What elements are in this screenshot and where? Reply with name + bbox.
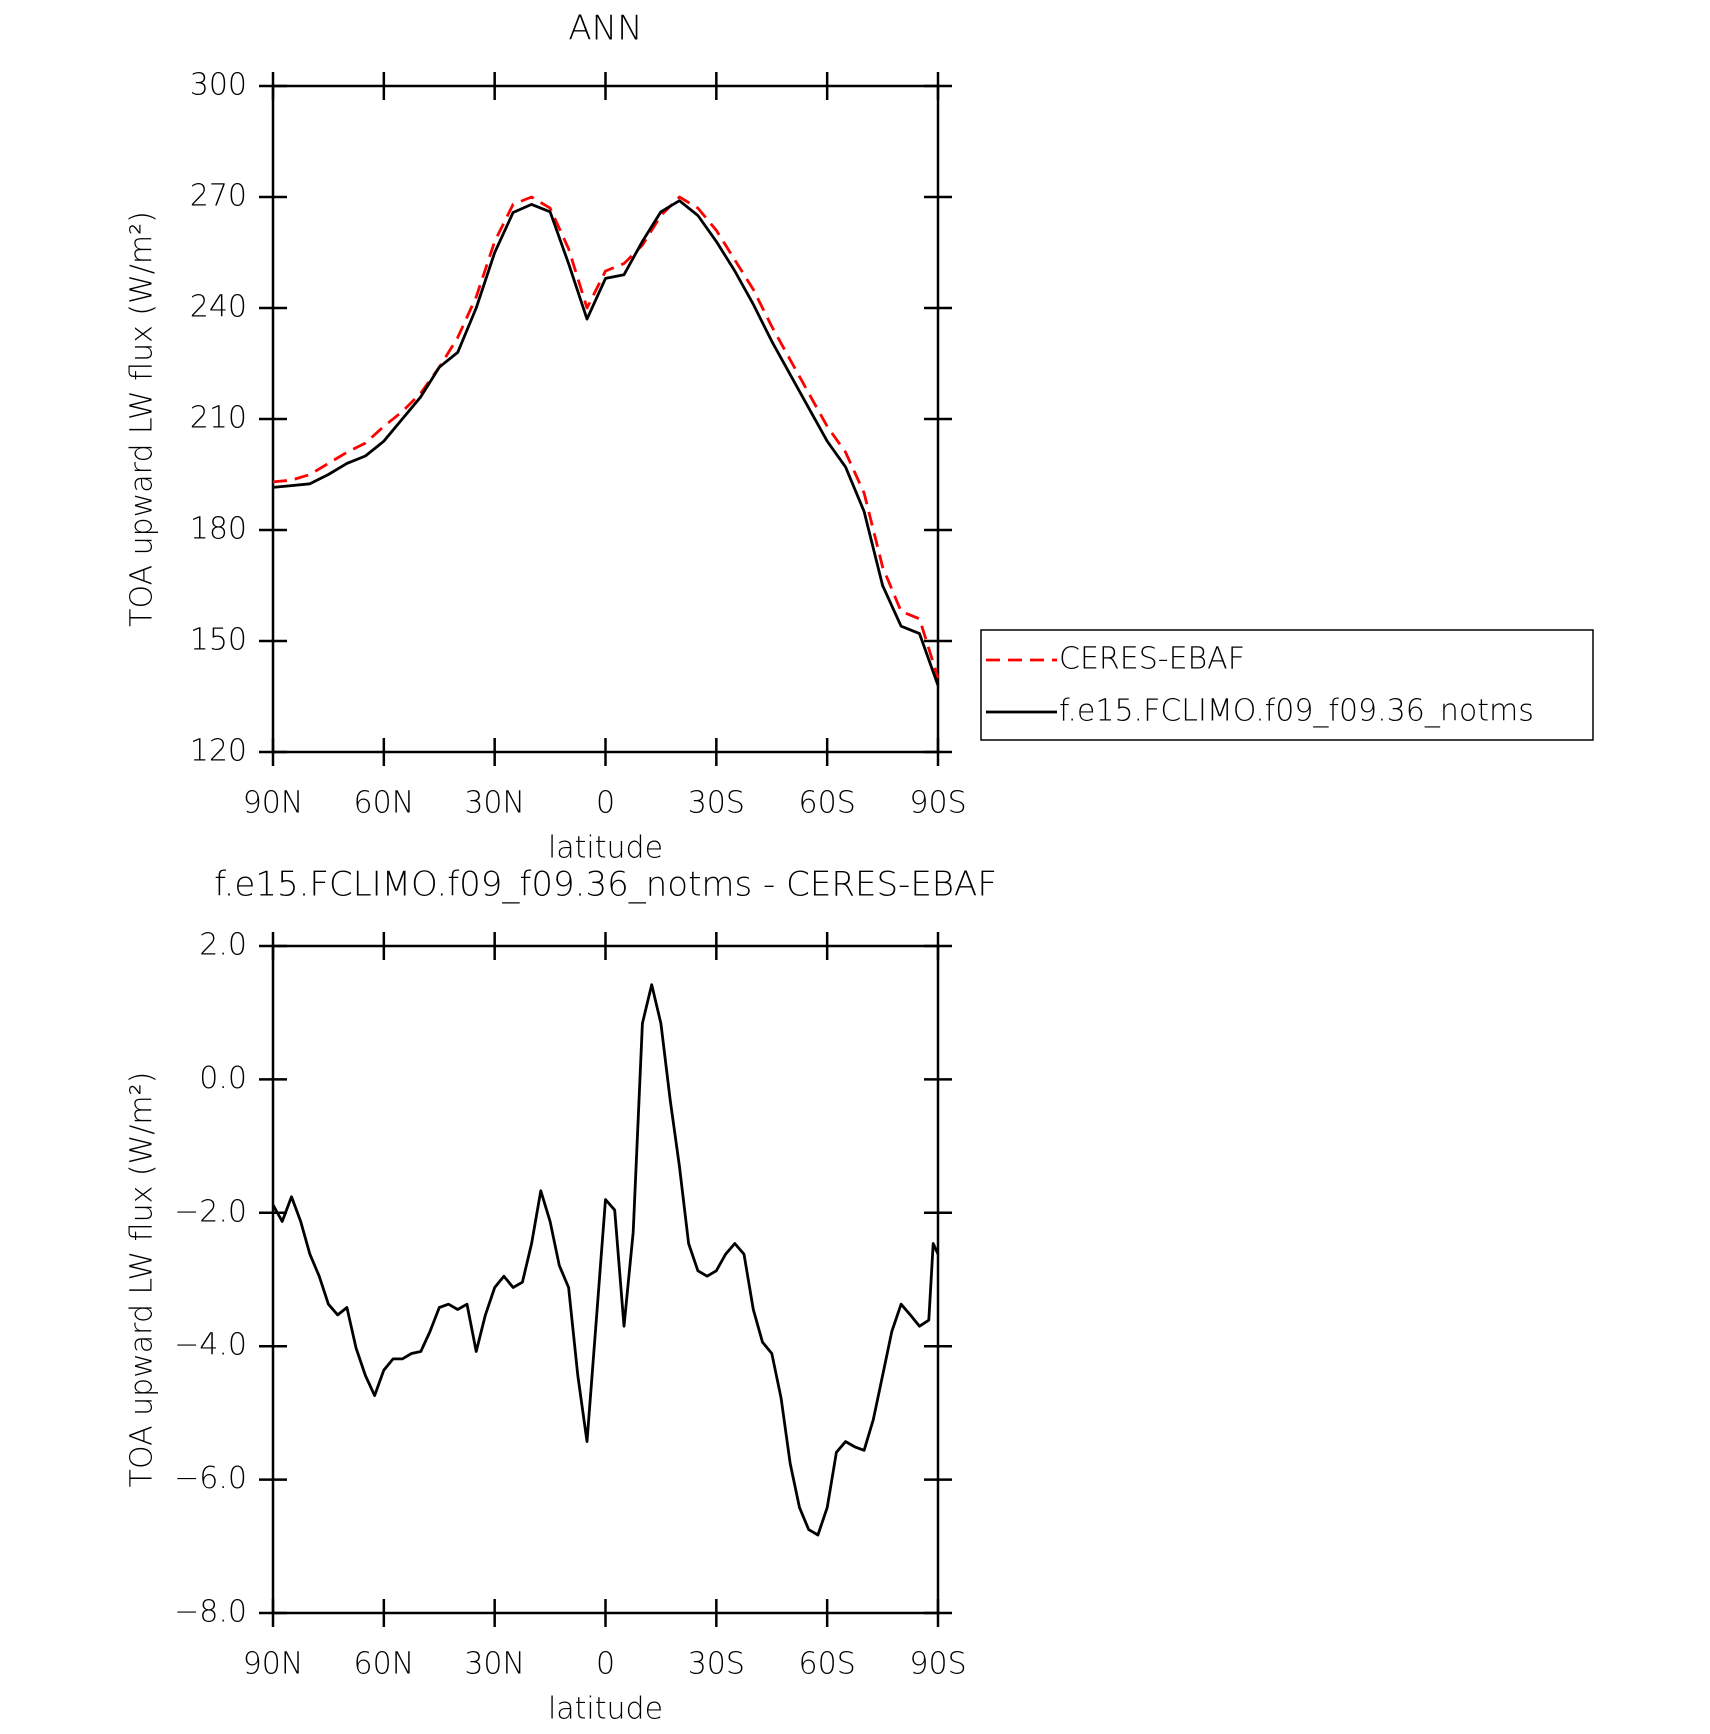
x-tick-label: 30S <box>688 1647 745 1682</box>
y-tick-label: −6.0 <box>174 1461 247 1496</box>
x-tick-label: 90S <box>909 1647 966 1682</box>
x-tick-label: 60N <box>354 1647 415 1682</box>
chart-title: f.e15.FCLIMO.f09_f09.36_notms - CERES-EB… <box>214 865 997 905</box>
x-tick-label: 60N <box>354 786 415 821</box>
x-tick-label: 90N <box>243 1647 304 1682</box>
y-tick-label: 300 <box>190 68 247 103</box>
legend-box <box>980 629 1594 741</box>
y-tick-label: 180 <box>190 512 247 547</box>
x-tick-label: 30S <box>688 786 745 821</box>
series-line <box>272 195 940 679</box>
series-line <box>271 983 940 1537</box>
x-tick-label: 30N <box>464 786 525 821</box>
y-tick-label: 120 <box>190 734 247 769</box>
y-tick-label: −8.0 <box>174 1595 247 1630</box>
y-tick-label: 270 <box>190 179 247 214</box>
x-tick-label: 60S <box>799 1647 856 1682</box>
x-tick-label: 60S <box>799 786 856 821</box>
y-tick-label: −2.0 <box>174 1194 247 1229</box>
x-tick-label: 0 <box>596 786 615 821</box>
x-tick-label: 0 <box>596 1647 615 1682</box>
series-line <box>272 199 940 686</box>
y-axis-label: TOA upward LW flux (W/m²) <box>125 211 160 627</box>
y-tick-label: −4.0 <box>174 1328 247 1363</box>
y-axis-label: TOA upward LW flux (W/m²) <box>125 1072 160 1488</box>
y-tick-label: 210 <box>190 401 247 436</box>
x-axis-label: latitude <box>548 1692 663 1727</box>
y-tick-label: 2.0 <box>199 928 247 963</box>
x-tick-label: 30N <box>464 1647 525 1682</box>
x-axis-label: latitude <box>548 831 663 866</box>
x-tick-label: 90S <box>909 786 966 821</box>
legend-label: f.e15.FCLIMO.f09_f09.36_notms <box>1059 694 1534 729</box>
y-tick-label: 0.0 <box>199 1061 247 1096</box>
plot-frame <box>271 84 940 754</box>
x-tick-label: 90N <box>243 786 304 821</box>
chart-title: ANN <box>568 9 642 49</box>
legend-label: CERES-EBAF <box>1059 642 1245 677</box>
y-tick-label: 150 <box>190 623 247 658</box>
plot-frame <box>271 944 940 1615</box>
y-tick-label: 240 <box>190 290 247 325</box>
